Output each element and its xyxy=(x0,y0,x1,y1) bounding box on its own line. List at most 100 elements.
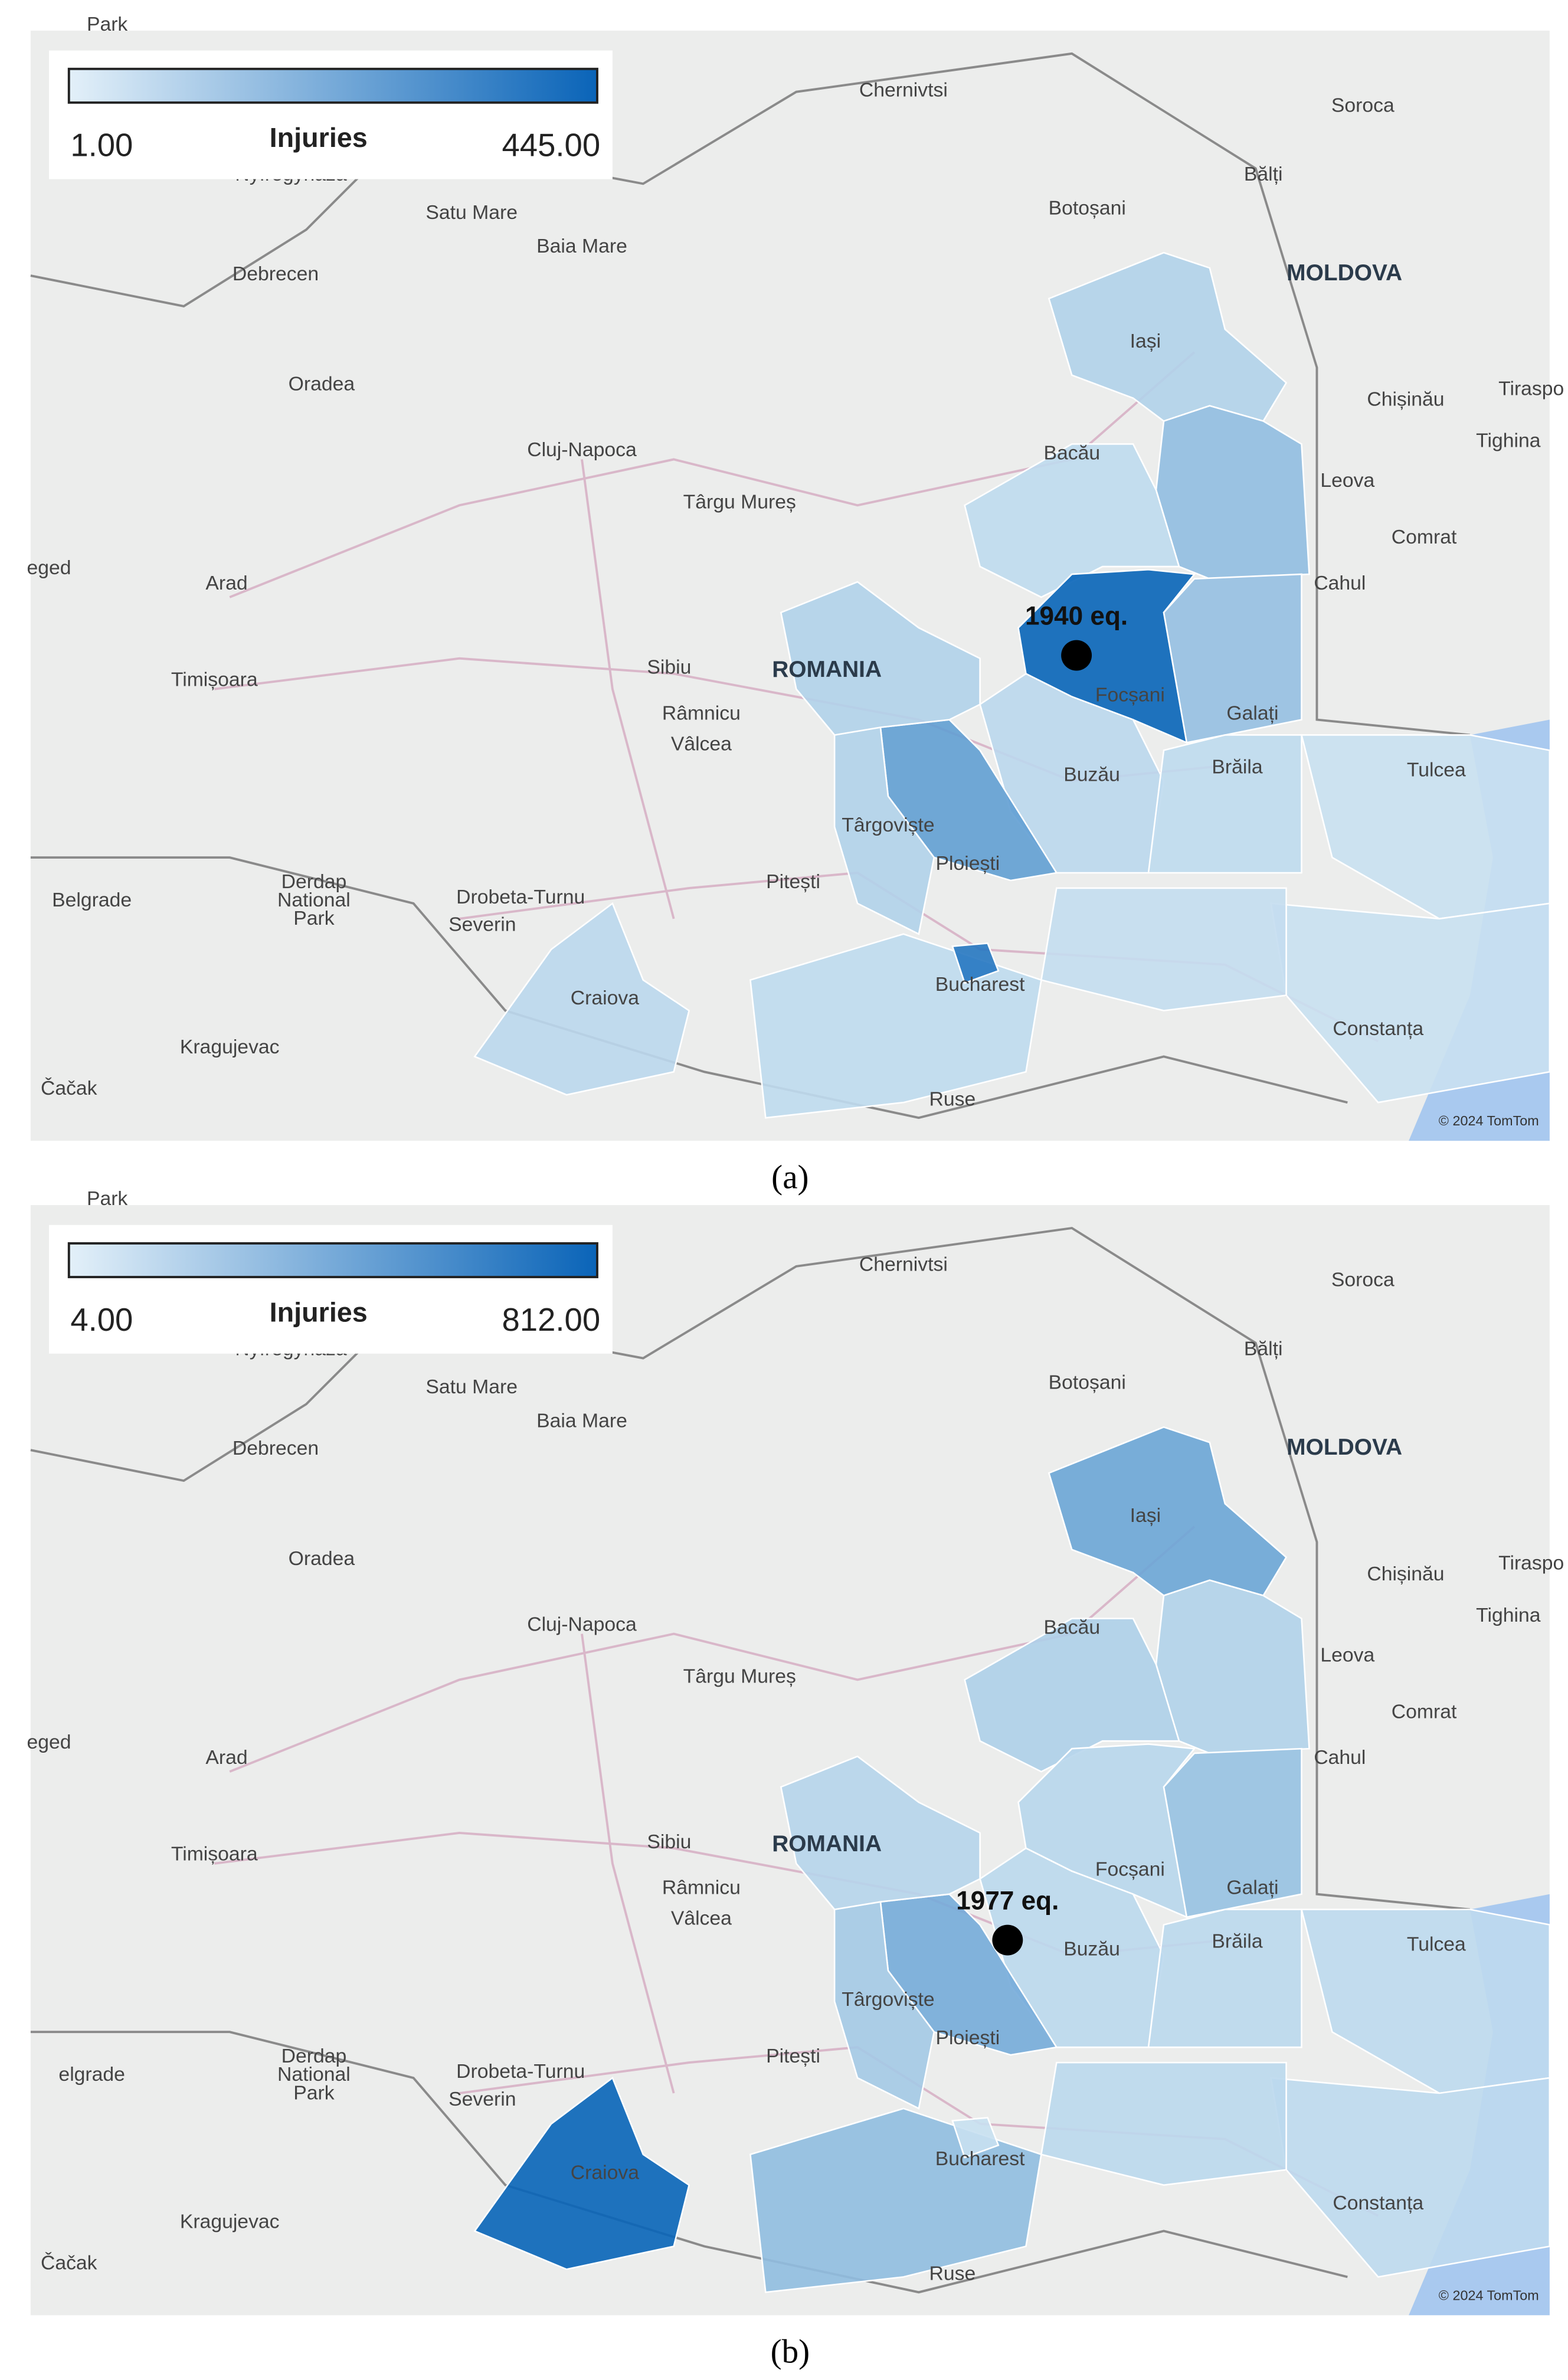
county-region xyxy=(780,1755,981,1911)
place-label: Timișoara xyxy=(171,668,258,690)
map-panel: ParkChernivtsiSorocaNyíregyházaSatu Mare… xyxy=(27,13,1564,1196)
place-label: Tighina xyxy=(1476,1604,1541,1626)
place-label: Focșani xyxy=(1095,1858,1165,1881)
place-label: Ruse xyxy=(929,1088,976,1110)
place-label: Comrat xyxy=(1392,526,1457,548)
place-label: Sibiu xyxy=(647,1831,691,1853)
attribution: © 2024 TomTom xyxy=(1439,1113,1539,1128)
place-label: Cluj-Napoca xyxy=(527,438,637,461)
place-label: Satu Mare xyxy=(425,201,518,224)
place-label: Park xyxy=(293,907,334,929)
place-label: eged xyxy=(27,1731,71,1753)
county-region xyxy=(833,726,935,935)
legend-min: 4.00 xyxy=(70,1302,133,1338)
place-label: Timișoara xyxy=(171,1843,258,1865)
place-label: Târgoviște xyxy=(842,1988,934,2011)
county-region xyxy=(473,2077,690,2270)
place-label: Buzău xyxy=(1063,1937,1120,1960)
place-label: Leova xyxy=(1320,469,1374,492)
place-label: Bucharest xyxy=(935,973,1025,996)
place-label: Buzău xyxy=(1063,763,1120,785)
place-label: Severin xyxy=(449,2088,516,2110)
place-label: Baia Mare xyxy=(536,1409,627,1432)
place-label: National xyxy=(277,889,351,911)
place-label: Tiraspo xyxy=(1498,377,1564,400)
earthquake-label: 1940 eq. xyxy=(1025,602,1128,631)
place-label: Bucharest xyxy=(935,2147,1025,2170)
place-label: Park xyxy=(87,1187,127,1210)
place-label: Chișinău xyxy=(1367,1563,1444,1585)
place-label: MOLDOVA xyxy=(1287,260,1402,286)
place-label: Derdap xyxy=(281,870,347,893)
county-region xyxy=(964,443,1180,598)
place-label: Chernivtsi xyxy=(859,1253,948,1276)
place-label: Cluj-Napoca xyxy=(527,1613,637,1635)
place-label: Bălți xyxy=(1244,163,1283,185)
place-label: Constanța xyxy=(1333,1017,1423,1040)
place-label: Focșani xyxy=(1095,683,1165,706)
place-label: Bacău xyxy=(1044,1616,1101,1639)
place-label: ROMANIA xyxy=(772,657,882,682)
place-label: Brăila xyxy=(1212,1930,1262,1953)
place-label: Debrecen xyxy=(233,1437,319,1459)
legend-max: 445.00 xyxy=(502,127,601,163)
place-label: Arad xyxy=(205,1746,247,1769)
county-region xyxy=(1040,887,1287,1011)
place-label: Park xyxy=(293,2081,334,2104)
place-label: Vâlcea xyxy=(671,1907,732,1930)
roads xyxy=(214,351,1379,1043)
place-label: Vâlcea xyxy=(671,732,732,755)
place-label: eged xyxy=(27,556,71,579)
place-label: Leova xyxy=(1320,1644,1374,1666)
place-label: Soroca xyxy=(1331,1269,1394,1291)
place-label: Craiova xyxy=(571,2161,639,2183)
place-label: Oradea xyxy=(289,373,355,395)
place-label: elgrade xyxy=(58,2063,125,2086)
place-label: Bacău xyxy=(1044,441,1101,464)
place-label: Debrecen xyxy=(233,263,319,285)
legend-gradient xyxy=(67,1242,598,1278)
legend-gradient xyxy=(67,67,598,104)
place-label: Botoșani xyxy=(1049,197,1126,219)
earthquake-marker xyxy=(992,1924,1023,1956)
place-label: Iași xyxy=(1130,1504,1161,1527)
place-label: Ruse xyxy=(929,2263,976,2285)
caption: (b) xyxy=(771,2333,810,2371)
county-region xyxy=(1147,1908,1302,2048)
place-label: Čačak xyxy=(41,2251,97,2274)
place-label: Baia Mare xyxy=(536,235,627,257)
place-label: MOLDOVA xyxy=(1287,1435,1402,1460)
place-label: Tulcea xyxy=(1407,1933,1466,1956)
earthquake-label: 1977 eq. xyxy=(956,1887,1059,1916)
legend-title: Injuries xyxy=(270,1297,368,1327)
place-label: Tulcea xyxy=(1407,759,1466,781)
place-label: Kragujevac xyxy=(180,1036,280,1058)
roads xyxy=(214,1525,1379,2217)
legend-title: Injuries xyxy=(270,122,368,153)
place-label: Čačak xyxy=(41,1077,97,1099)
place-label: Chișinău xyxy=(1367,388,1444,411)
place-label: Soroca xyxy=(1331,94,1394,116)
place-label: Ploiești xyxy=(936,2027,1000,2049)
county-region xyxy=(951,2117,1000,2159)
place-label: Bălți xyxy=(1244,1337,1283,1360)
place-label: Pitești xyxy=(766,870,820,893)
place-label: Sibiu xyxy=(647,656,691,679)
place-label: Oradea xyxy=(289,1547,355,1570)
place-label: Brăila xyxy=(1212,755,1262,778)
legend-max: 812.00 xyxy=(502,1302,601,1338)
caption: (a) xyxy=(771,1159,808,1196)
place-label: Târgoviște xyxy=(842,814,934,836)
place-label: Park xyxy=(87,13,127,35)
place-label: Galați xyxy=(1226,1877,1278,1899)
place-label: Craiova xyxy=(571,987,639,1009)
attribution: © 2024 TomTom xyxy=(1439,2287,1539,2303)
place-label: Arad xyxy=(205,572,247,594)
place-label: Drobeta-Turnu xyxy=(456,2060,585,2083)
place-label: Târgu Mureș xyxy=(683,1665,796,1688)
place-label: Severin xyxy=(449,914,516,936)
place-label: Cahul xyxy=(1314,1746,1366,1769)
place-label: Botoșani xyxy=(1049,1371,1126,1393)
place-label: Kragujevac xyxy=(180,2210,280,2232)
